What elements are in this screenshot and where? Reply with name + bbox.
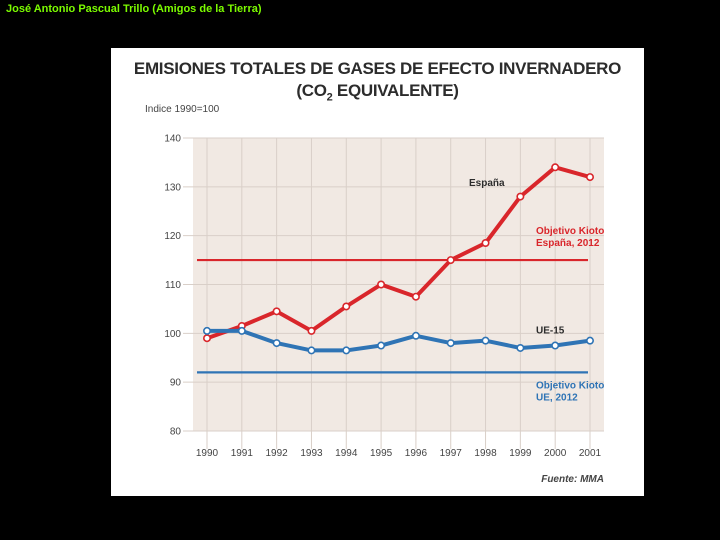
y-tick-label: 130 (164, 182, 181, 193)
data-point (237, 326, 246, 335)
kyoto-label-line2: UE, 2012 (536, 392, 578, 403)
data-point (342, 346, 351, 355)
data-point (585, 336, 594, 345)
chart-subtitle: (CO2 EQUIVALENTE) (111, 80, 644, 108)
series-line-espana (205, 165, 592, 341)
x-tick-label: 1995 (370, 448, 393, 459)
x-tick-label: 1997 (440, 448, 463, 459)
emissions-line-chart: Indice 1990=100 80 90 100 110 120 130 140 1990… (145, 104, 604, 485)
slide-caption: José Antonio Pascual Trillo (Amigos de l… (6, 3, 262, 15)
data-point (272, 339, 281, 348)
y-tick-labels: 80 90 100 110 120 130 140 (164, 134, 181, 438)
data-point (481, 336, 490, 345)
data-point (446, 339, 455, 348)
chart-title: EMISIONES TOTALES DE GASES DE EFECTO INV… (133, 59, 622, 78)
data-point (481, 238, 490, 247)
chart-subtitle-sub: 2 (326, 91, 333, 104)
kyoto-label-line2: España, 2012 (536, 238, 600, 249)
x-tick-label: 1996 (405, 448, 428, 459)
data-point (377, 280, 386, 289)
data-point (203, 334, 212, 343)
x-tick-label: 1999 (509, 448, 532, 459)
x-tick-label: 1992 (266, 448, 289, 459)
y-tick-label: 140 (164, 134, 181, 145)
y-axis-label: Indice 1990=100 (145, 104, 220, 115)
data-point (342, 302, 351, 311)
y-tick-label: 120 (164, 231, 181, 242)
x-tick-label: 1998 (474, 448, 497, 459)
x-tick-label: 2001 (579, 448, 602, 459)
chart-title-block: EMISIONES TOTALES DE GASES DE EFECTO INV… (111, 58, 644, 108)
data-point (516, 343, 525, 352)
series-label: UE-15 (536, 325, 565, 336)
data-point (516, 192, 525, 201)
data-point (203, 326, 212, 335)
chart-panel: EMISIONES TOTALES DE GASES DE EFECTO INV… (111, 48, 644, 496)
x-tick-label: 2000 (544, 448, 567, 459)
data-series (203, 163, 594, 355)
y-tick-label: 90 (170, 378, 182, 389)
source-note: Fuente: MMA (541, 474, 604, 485)
data-point (307, 326, 316, 335)
x-tick-label: 1994 (335, 448, 358, 459)
data-point (446, 256, 455, 265)
x-tick-labels: 1990 1991 1992 1993 1994 1995 1996 1997 1998 1999… (196, 448, 602, 459)
x-tick-label: 1993 (300, 448, 323, 459)
y-tick-label: 100 (164, 329, 181, 340)
data-point (411, 331, 420, 340)
data-point (307, 346, 316, 355)
data-point (377, 341, 386, 350)
data-point (585, 173, 594, 182)
chart-subtitle-suffix: EQUIVALENTE) (332, 81, 459, 100)
kyoto-label-line1: Objetivo Kioto (536, 226, 604, 237)
x-tick-label: 1991 (231, 448, 254, 459)
data-point (272, 307, 281, 316)
kyoto-label-line1: Objetivo Kioto (536, 380, 604, 391)
kyoto-target-lines (197, 258, 588, 374)
chart-subtitle-prefix: (CO (296, 81, 327, 100)
y-tick-label: 110 (165, 280, 181, 291)
series-label: España (469, 178, 505, 189)
data-point (551, 163, 560, 172)
x-tick-label: 1990 (196, 448, 219, 459)
data-point (411, 292, 420, 301)
series-line-ue15 (205, 328, 592, 353)
y-tick-label: 80 (170, 427, 182, 438)
data-point (551, 341, 560, 350)
